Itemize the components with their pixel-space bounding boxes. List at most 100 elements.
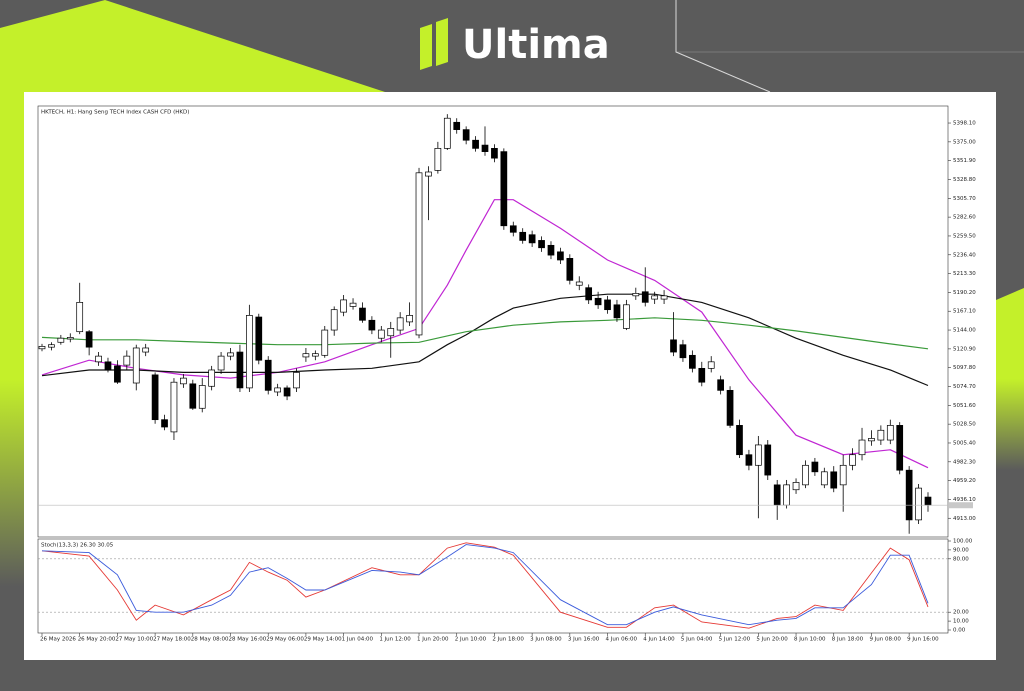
candle-body — [547, 244, 555, 256]
candle-body — [387, 328, 395, 337]
y-tick-label: 5120.90 — [953, 346, 976, 352]
candle-body — [293, 372, 300, 389]
candle-body — [170, 381, 178, 433]
y-tick-label: 100.00 — [953, 539, 973, 545]
y-tick-label: 5398.10 — [953, 121, 976, 127]
candle-body — [660, 295, 668, 300]
candle-body — [311, 353, 319, 357]
y-tick-label: 10.00 — [953, 619, 969, 625]
candle-body — [114, 365, 121, 383]
x-tick-label: 27 May 10:00 — [115, 637, 153, 643]
candle-body — [349, 302, 357, 307]
candle-body — [500, 151, 508, 227]
candle-body — [180, 377, 187, 385]
candle-body — [85, 331, 93, 348]
candle-body — [189, 383, 197, 409]
candle-body — [519, 231, 527, 241]
y-tick-label: 5051.60 — [953, 403, 976, 409]
candle-body — [754, 444, 762, 466]
y-tick-label: 5074.70 — [953, 384, 976, 390]
x-tick-label: 28 May 08:00 — [191, 637, 229, 643]
candle-body — [802, 464, 809, 486]
x-tick-label: 3 Jun 08:00 — [530, 637, 562, 643]
candle-body — [905, 469, 913, 521]
candle-body — [443, 117, 451, 149]
candle-body — [764, 444, 772, 476]
y-tick-label: 4959.20 — [953, 478, 976, 484]
x-tick-label: 26 May 2026 — [40, 637, 76, 643]
candle-body — [48, 344, 55, 348]
candle-body — [453, 121, 461, 130]
y-tick-label: 5213.30 — [953, 271, 976, 277]
candle-body — [208, 369, 216, 387]
candle-body — [434, 148, 442, 171]
candle-body — [227, 352, 234, 357]
candle-body — [132, 347, 140, 384]
y-tick-label: 5005.40 — [953, 440, 976, 446]
candle-body — [396, 317, 404, 331]
candle-body — [736, 425, 743, 456]
x-tick-label: 1 Jun 12:00 — [379, 637, 411, 643]
candle-body — [604, 299, 611, 311]
candle-body — [783, 484, 790, 506]
logo-icon — [436, 18, 448, 66]
y-tick-label: 5305.70 — [953, 196, 976, 202]
candle-body — [142, 347, 150, 353]
candle-body — [321, 329, 329, 356]
candle-body — [915, 487, 922, 521]
price-plot — [37, 105, 949, 538]
candle-body — [858, 439, 866, 456]
candle-body — [283, 387, 291, 397]
x-tick-label: 5 Jun 20:00 — [756, 637, 788, 643]
accent-left — [0, 0, 385, 690]
y-tick-label: 5097.80 — [953, 365, 976, 371]
candle-body — [509, 225, 517, 233]
candle-body — [773, 484, 781, 506]
candle-body — [820, 471, 828, 486]
y-tick-label: 0.00 — [953, 628, 966, 634]
candle-body — [566, 258, 574, 281]
candle-body — [472, 139, 479, 149]
candle-body — [66, 337, 74, 340]
candle-body — [95, 355, 102, 363]
candle-body — [811, 461, 819, 473]
candle-body — [359, 307, 366, 321]
candle-body — [462, 129, 470, 141]
accent-right — [996, 288, 1024, 470]
candle-body — [886, 425, 894, 441]
candle-body — [830, 471, 838, 489]
x-tick-label: 26 May 20:00 — [78, 637, 116, 643]
candle-body — [255, 316, 263, 361]
x-tick-label: 29 May 06:00 — [266, 637, 304, 643]
x-tick-label: 5 Jun 12:00 — [719, 637, 751, 643]
candle-body — [641, 291, 649, 303]
indicator-title: Stoch(13,3,3) 26.30 30.05 — [41, 543, 114, 549]
candle-body — [896, 425, 904, 471]
candle-body — [623, 304, 630, 329]
candle-body — [594, 297, 602, 306]
logo-text: Ultima — [462, 22, 610, 68]
candle-body — [679, 344, 687, 359]
candle-body — [528, 234, 536, 244]
y-tick-label: 90.00 — [953, 547, 969, 553]
candle-body — [491, 148, 498, 159]
y-tick-label: 5282.60 — [953, 215, 976, 221]
candle-body — [839, 464, 847, 486]
candle-body — [104, 361, 112, 371]
candle-body — [726, 389, 734, 426]
candle-body — [689, 354, 696, 369]
x-tick-label: 4 Jun 06:00 — [606, 637, 638, 643]
y-tick-label: 20.00 — [953, 610, 969, 616]
candle-body — [481, 144, 489, 152]
candle-body — [198, 385, 206, 409]
chart-panel — [24, 92, 996, 660]
y-tick-label: 4982.30 — [953, 459, 976, 465]
candle-body — [698, 367, 706, 383]
candle-body — [632, 293, 640, 297]
candle-body — [849, 454, 856, 466]
candle-body — [707, 361, 715, 369]
candle-body — [717, 379, 724, 391]
candle-body — [924, 496, 932, 506]
candle-body — [377, 329, 385, 339]
candle-body — [217, 355, 225, 371]
